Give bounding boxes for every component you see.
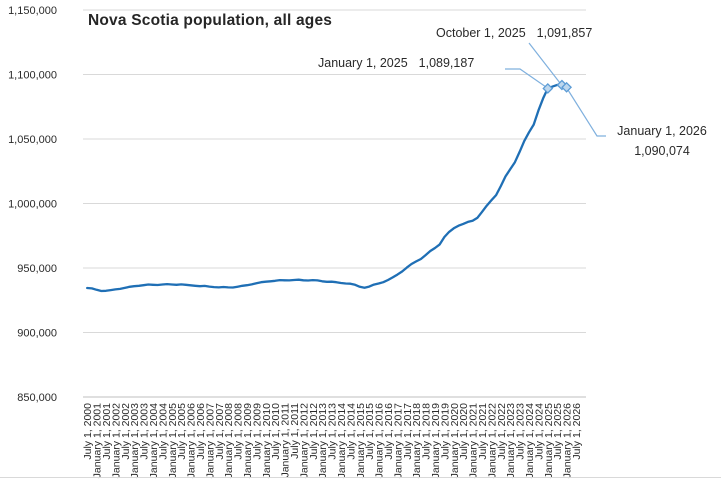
x-tick-label: July 1, 2019 xyxy=(439,403,451,460)
x-tick-label: July 1, 2012 xyxy=(308,403,320,460)
x-tick-label: January 1, 2015 xyxy=(355,403,367,478)
x-tick-label: July 1, 2001 xyxy=(101,403,113,460)
x-tick-label: July 1, 2013 xyxy=(327,403,339,460)
x-tick-label: January 1, 2009 xyxy=(242,403,254,478)
annotation-oct-1-2025: October 1, 2025 1,091,857 xyxy=(436,26,592,40)
x-tick-label: January 1, 2016 xyxy=(374,403,386,478)
x-tick-label: January 1, 2021 xyxy=(468,403,480,478)
x-tick-label: January 1, 2013 xyxy=(317,403,329,478)
annotation-jan-1-2025: January 1, 2025 1,089,187 xyxy=(318,56,474,70)
x-tick-label: July 1, 2008 xyxy=(233,403,245,460)
x-tick-label: January 1, 2012 xyxy=(298,403,310,478)
x-tick-label: July 1, 2026 xyxy=(571,403,583,460)
x-tick-label: July 1, 2010 xyxy=(270,403,282,460)
x-tick-label: January 1, 2019 xyxy=(430,403,442,478)
x-tick-label: January 1, 2018 xyxy=(411,403,423,478)
annotation-jan-1-2026: January 1, 2026 1,090,074 xyxy=(604,121,720,161)
chart-bottom-border xyxy=(0,477,721,478)
x-tick-label: January 1, 2011 xyxy=(280,403,292,478)
x-tick-label: July 1, 2022 xyxy=(496,403,508,460)
x-tick-label: July 1, 2025 xyxy=(552,403,564,460)
x-tick-label: July 1, 2016 xyxy=(383,403,395,460)
x-tick-label: July 1, 2020 xyxy=(458,403,470,460)
x-tick-label: July 1, 2003 xyxy=(139,403,151,460)
x-tick-label: January 1, 2024 xyxy=(524,403,536,478)
x-tick-label: January 1, 2017 xyxy=(392,403,404,478)
data-point-marker[interactable] xyxy=(542,83,554,94)
annotation-jan-1-2026-value: 1,090,074 xyxy=(634,144,690,158)
y-tick-label: 1,150,000 xyxy=(8,5,57,17)
data-point-marker[interactable] xyxy=(561,81,573,93)
x-tick-label: July 1, 2006 xyxy=(195,403,207,460)
x-tick-label: January 1, 2022 xyxy=(486,403,498,478)
x-tick-label: July 1, 2009 xyxy=(251,403,263,460)
x-tick-label: July 1, 2002 xyxy=(120,403,132,460)
x-tick-label: July 1, 2005 xyxy=(176,403,188,460)
y-tick-label: 850,000 xyxy=(17,392,57,404)
y-tick-label: 1,000,000 xyxy=(8,199,57,211)
x-tick-label: January 1, 2006 xyxy=(186,403,198,478)
population-series-line xyxy=(86,83,568,293)
annotation-jan-1-2025-label: January 1, 2025 xyxy=(318,56,408,70)
x-tick-label: July 1, 2014 xyxy=(345,403,357,460)
x-tick-label: July 1, 2024 xyxy=(533,403,545,460)
x-tick-label: July 1, 2017 xyxy=(402,403,414,460)
leader-line-jan-1-2026 xyxy=(567,89,606,137)
x-tick-label: January 1, 2008 xyxy=(223,403,235,478)
x-tick-label: January 1, 2023 xyxy=(505,403,517,478)
x-tick-label: January 1, 2003 xyxy=(129,403,141,478)
annotation-oct-1-2025-value: 1,091,857 xyxy=(536,26,593,40)
x-tick-label: January 1, 2020 xyxy=(449,403,461,478)
y-tick-label: 1,050,000 xyxy=(8,134,57,146)
x-tick-label: July 1, 2018 xyxy=(421,403,433,460)
x-tick-label: July 1, 2004 xyxy=(157,403,169,460)
x-tick-label: January 1, 2001 xyxy=(92,403,104,478)
x-tick-label: July 1, 2000 xyxy=(82,403,94,460)
x-tick-label: January 1, 2007 xyxy=(204,403,216,478)
annotation-jan-1-2026-label: January 1, 2026 xyxy=(617,124,707,138)
x-tick-label: January 1, 2025 xyxy=(543,403,555,478)
annotation-oct-1-2025-label: October 1, 2025 xyxy=(436,26,526,40)
y-tick-label: 900,000 xyxy=(17,328,57,340)
x-tick-label: January 1, 2002 xyxy=(110,403,122,478)
y-tick-label: 1,100,000 xyxy=(8,70,57,82)
x-tick-label: July 1, 2007 xyxy=(214,403,226,460)
y-tick-label: 950,000 xyxy=(17,263,57,275)
x-tick-label: July 1, 2021 xyxy=(477,403,489,460)
x-tick-label: January 1, 2010 xyxy=(261,403,273,478)
leader-line-jan-1-2025 xyxy=(505,68,547,88)
x-tick-label: January 1, 2005 xyxy=(167,403,179,478)
x-tick-label: January 1, 2004 xyxy=(148,403,160,478)
x-tick-label: July 1, 2023 xyxy=(515,403,527,460)
x-tick-label: January 1, 2014 xyxy=(336,403,348,478)
leader-line-oct-1-2025 xyxy=(528,42,561,84)
chart-title: Nova Scotia population, all ages xyxy=(88,12,333,29)
x-tick-label: July 1, 2011 xyxy=(289,403,301,459)
x-tick-label: July 1, 2015 xyxy=(364,403,376,460)
x-tick-label: January 1, 2026 xyxy=(562,403,574,478)
annotation-jan-1-2025-value: 1,089,187 xyxy=(418,56,475,70)
